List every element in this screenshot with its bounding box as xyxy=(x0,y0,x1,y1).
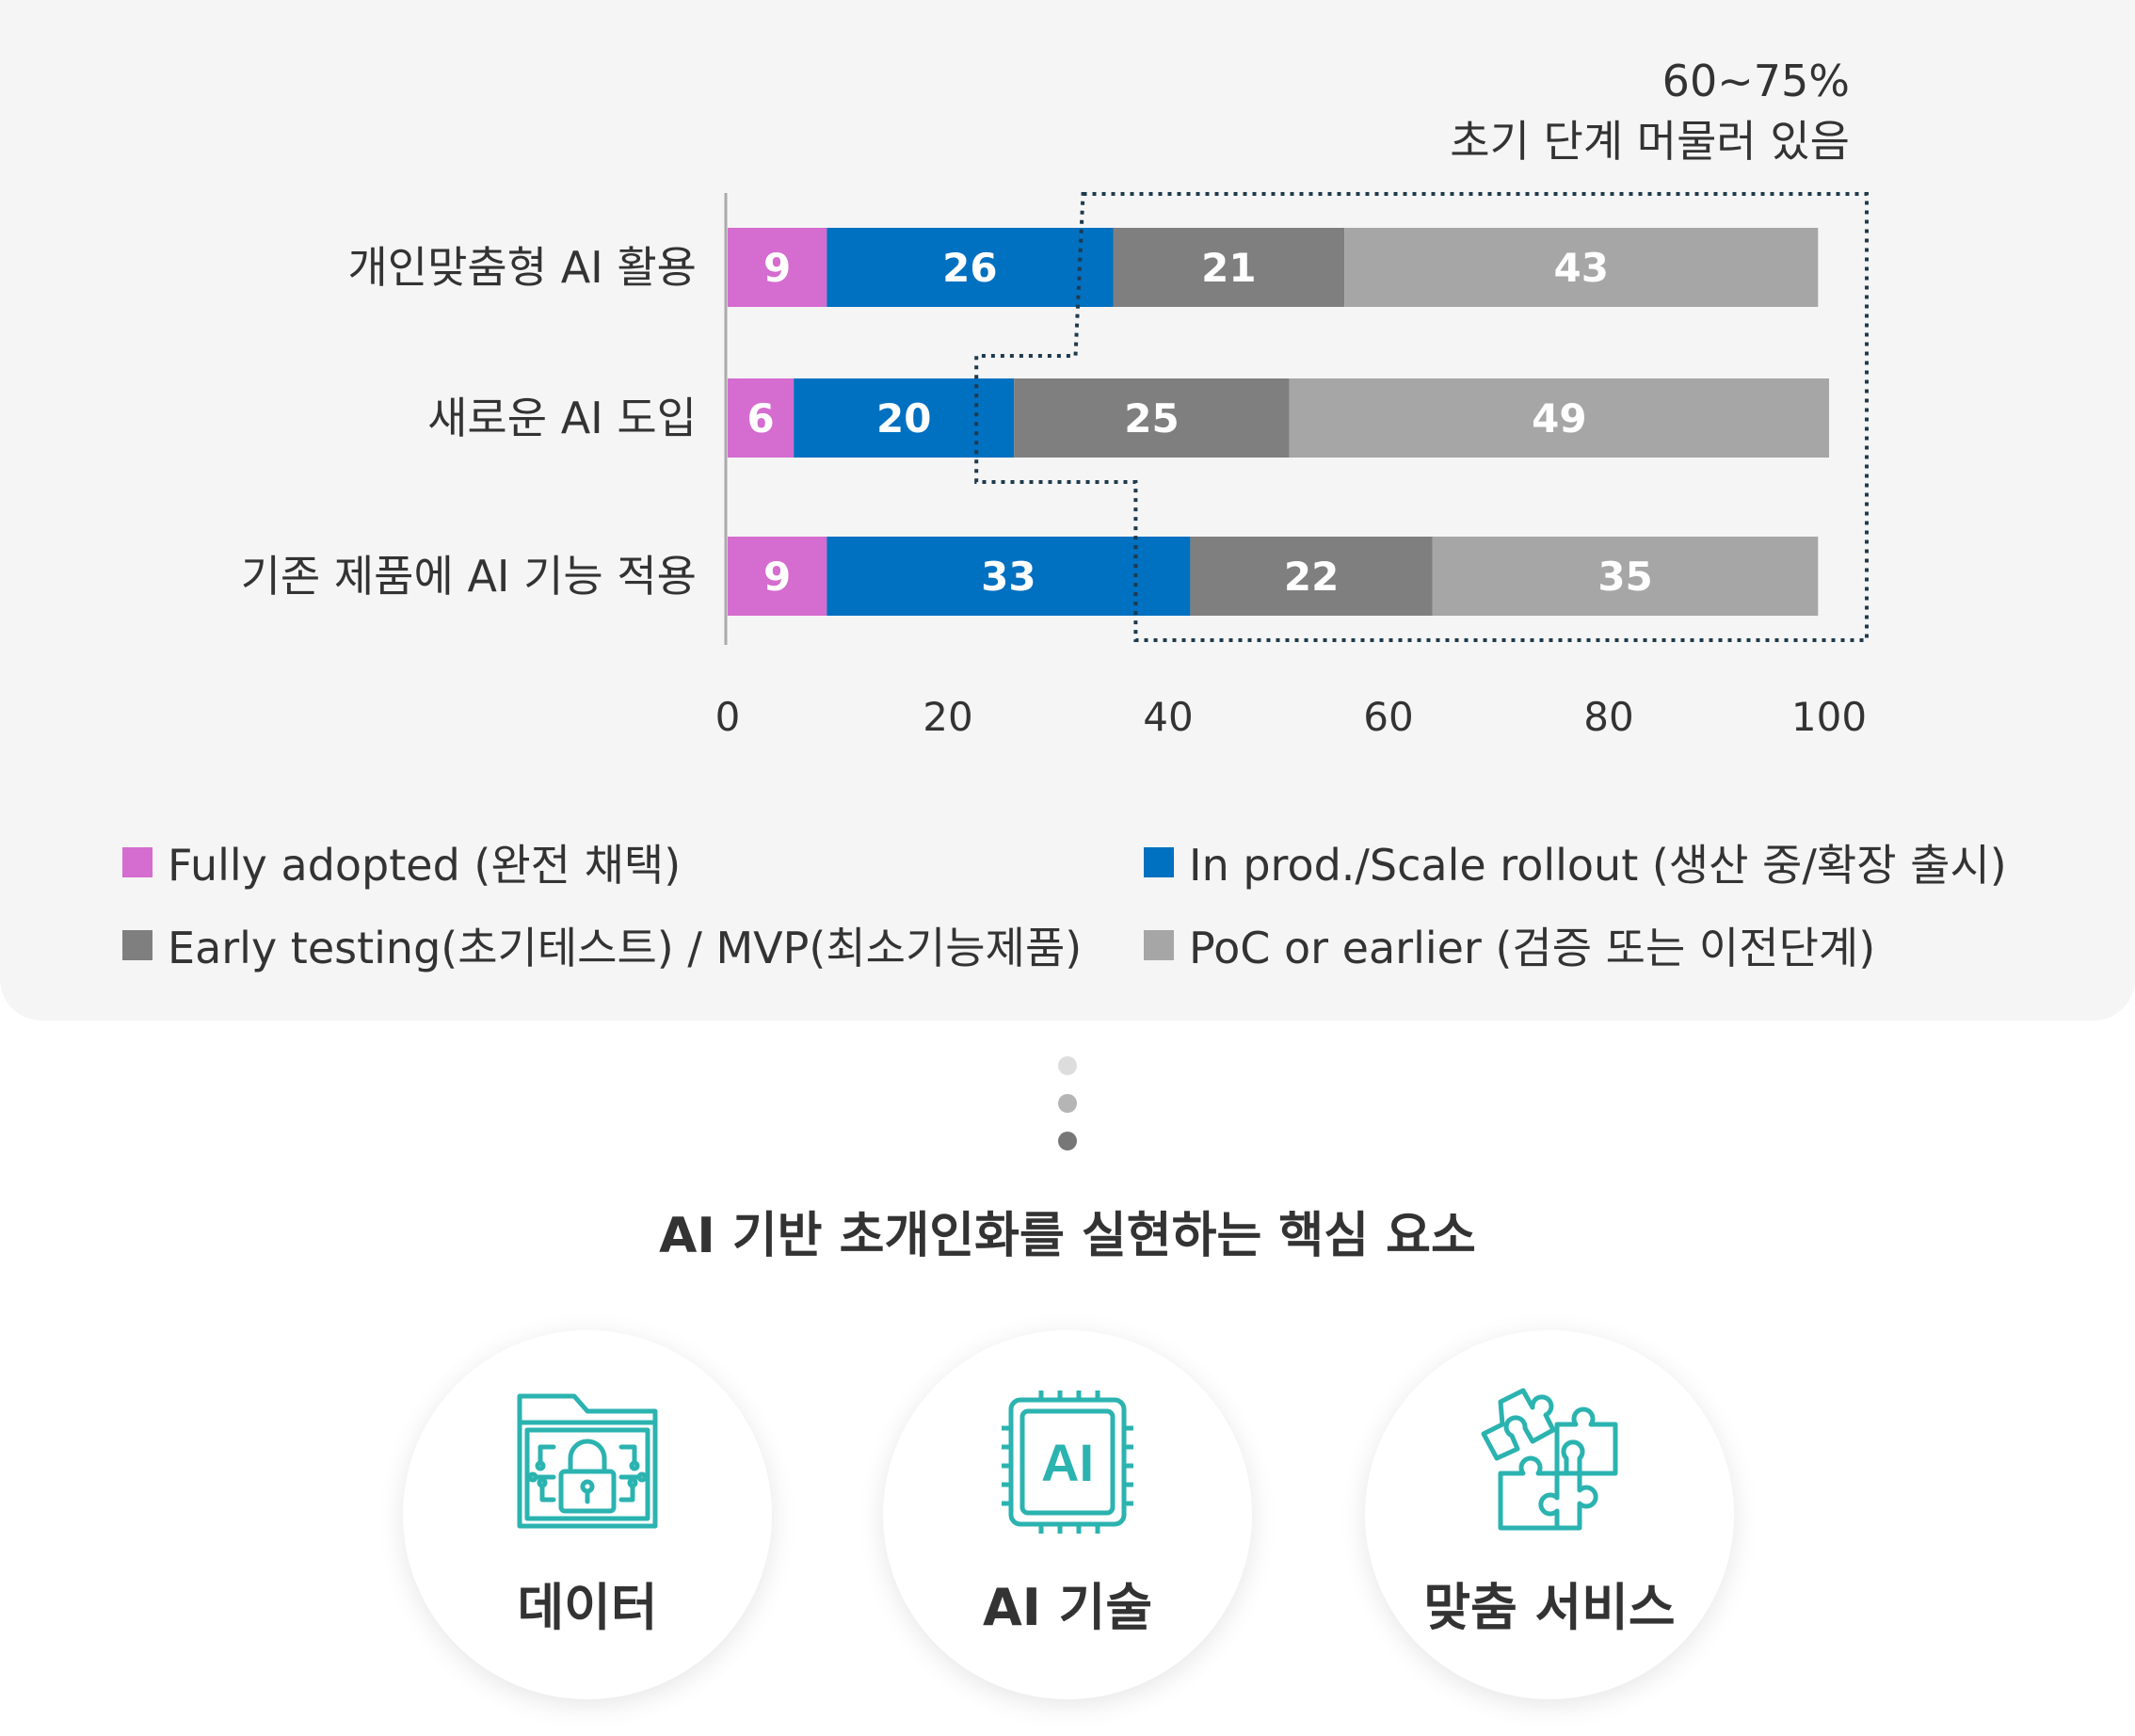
connector-dot xyxy=(1058,1132,1077,1150)
bar-value-label: 26 xyxy=(942,245,997,291)
x-tick-label: 60 xyxy=(1363,694,1413,740)
bar-segment xyxy=(1113,228,1345,307)
bar-segment xyxy=(1432,537,1819,616)
bar-segment xyxy=(1289,378,1829,458)
bar-segment xyxy=(1014,378,1290,458)
annotation-outline xyxy=(974,192,1869,642)
x-tick-label: 100 xyxy=(1791,694,1867,740)
bar-value-label: 22 xyxy=(1284,554,1339,600)
bar-value-label: 49 xyxy=(1532,395,1586,442)
legend-label: PoC or earlier (검증 또는 이전단계) xyxy=(1189,923,1876,973)
legend-label: In prod./Scale rollout (생산 중/확장 출시) xyxy=(1189,840,2007,891)
category-label: 기존 제품에 AI 기능 적용 xyxy=(241,551,697,602)
data-folder-lock-icon xyxy=(517,1393,658,1529)
bar-value-label: 20 xyxy=(876,395,931,442)
bar-segment xyxy=(728,228,827,307)
ai-chip-icon: AI xyxy=(1002,1390,1133,1534)
chart-panel xyxy=(0,0,2135,1021)
bar-segment xyxy=(1190,537,1433,616)
legend-item-early-testing: Early testing(초기테스트) / MVP(최소기능제품) xyxy=(122,917,1082,973)
card-label: 맞춤 서비스 xyxy=(1423,1578,1676,1637)
connector-dot xyxy=(1058,1056,1077,1075)
bar-value-label: 25 xyxy=(1124,395,1179,442)
bar-value-label: 21 xyxy=(1201,245,1256,291)
category-label: 개인맞춤형 AI 활용 xyxy=(347,242,697,293)
annotation-line1: 60~75% xyxy=(1662,56,1850,106)
bar-value-label: 43 xyxy=(1554,245,1609,291)
legend-item-fully-adopted: Fully adopted (완전 채택) xyxy=(122,834,681,891)
card-label: 데이터 xyxy=(517,1578,658,1637)
bar-value-label: 9 xyxy=(763,245,791,291)
card-ai-technology: AI AI 기술 xyxy=(883,1330,1252,1699)
legend-swatch xyxy=(1144,847,1174,877)
bar-segment xyxy=(827,537,1191,616)
x-tick-label: 20 xyxy=(923,694,972,740)
card-custom-service: 맞춤 서비스 xyxy=(1365,1330,1734,1699)
category-label: 새로운 AI 도입 xyxy=(427,393,697,443)
legend-label: Early testing(초기테스트) / MVP(최소기능제품) xyxy=(168,923,1083,973)
x-tick-label: 80 xyxy=(1583,694,1633,740)
annotation-line2: 초기 단계 머물러 있음 xyxy=(1450,116,1850,167)
bar-segment xyxy=(728,378,795,458)
bar-segment xyxy=(827,228,1114,307)
connector-dot xyxy=(1058,1094,1077,1113)
bar-value-label: 33 xyxy=(981,554,1035,600)
section-title: AI 기반 초개인화를 실현하는 핵심 요소 xyxy=(659,1208,1476,1264)
bar-value-label: 35 xyxy=(1597,554,1652,600)
bar-segment xyxy=(728,537,827,616)
card-label: AI 기술 xyxy=(982,1578,1153,1637)
x-tick-label: 40 xyxy=(1143,694,1193,740)
bar-value-label: 6 xyxy=(746,395,774,442)
legend-item-poc: PoC or earlier (검증 또는 이전단계) xyxy=(1144,917,1875,973)
stacked-bar-chart: 9 26 21 43 6 20 25 49 9 33 22 35 60~75% 초기 단계 머물러 있… xyxy=(241,56,1869,740)
legend: Fully adopted (완전 채택) In prod./Scale rol… xyxy=(122,828,2099,998)
legend-swatch xyxy=(122,930,152,960)
bar-segment xyxy=(1344,228,1819,307)
legend-swatch xyxy=(1144,930,1174,960)
x-tick-label: 0 xyxy=(715,694,741,740)
svg-text:AI: AI xyxy=(1041,1433,1094,1492)
connector-dots xyxy=(1058,1056,1077,1160)
legend-swatch xyxy=(122,847,152,877)
legend-label: Fully adopted (완전 채택) xyxy=(168,840,682,891)
card-data: 데이터 xyxy=(403,1330,772,1699)
bar-value-label: 9 xyxy=(763,554,791,600)
legend-item-in-production: In prod./Scale rollout (생산 중/확장 출시) xyxy=(1144,834,2007,891)
puzzle-icon xyxy=(1481,1388,1618,1531)
